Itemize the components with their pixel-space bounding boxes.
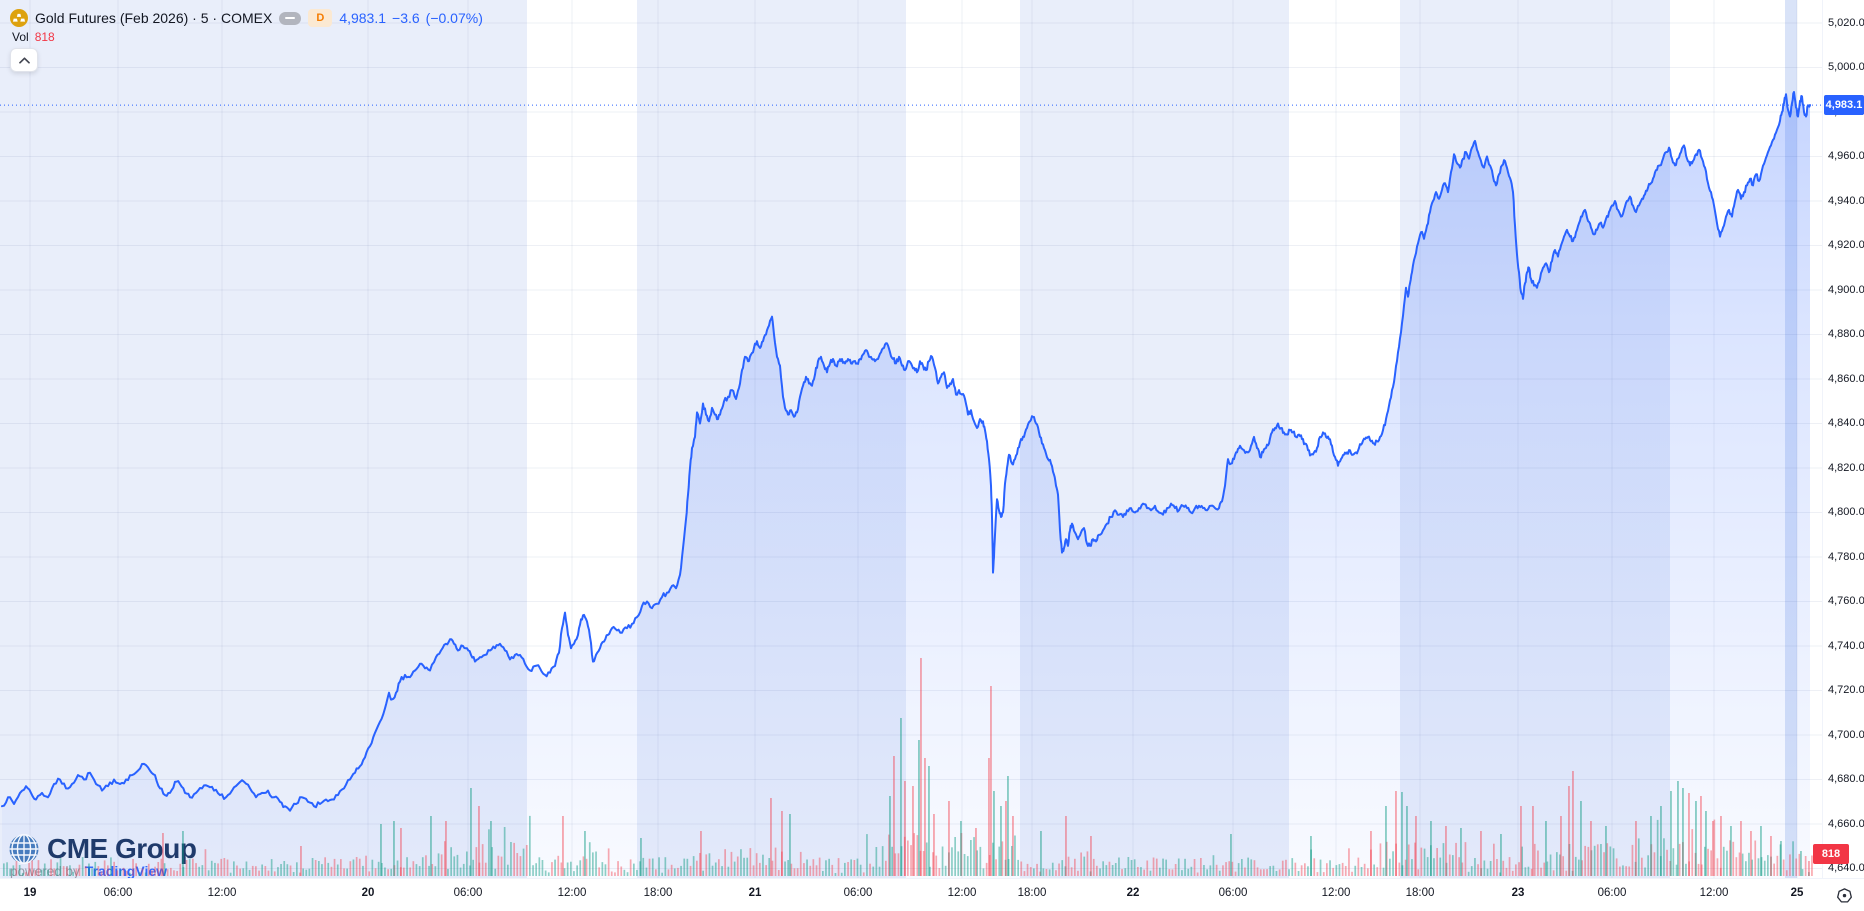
gold-ingots-icon [10,9,28,27]
price-axis-label: 4,820.0 [1828,461,1864,474]
last-price-badge: 4,983.1 [1824,95,1864,116]
price-axis-label: 4,860.0 [1828,372,1864,385]
price-axis-label: 4,740.0 [1828,639,1864,652]
last-price-value: 4,983.1 [339,10,387,26]
price-axis-label: 4,960.0 [1828,150,1864,162]
price-axis-label: 4,920.0 [1828,239,1864,251]
current-volume-badge: 818 [1813,844,1849,864]
price-line [1,91,1811,812]
time-axis-label: 06:00 [1597,887,1627,899]
time-axis-label: 21 [748,887,762,899]
volume-legend[interactable]: Vol 818 [12,30,55,44]
price-axis[interactable]: 5,020.05,000.04,980.04,960.04,940.04,920… [1813,0,1864,878]
price-readout: 4,983.1 −3.6 (−0.07%) [339,10,483,26]
price-axis-label: 4,660.0 [1828,817,1864,830]
time-axis-label: 23 [1511,887,1525,899]
change-percent: (−0.07%) [425,10,483,26]
time-axis-label: 18:00 [1017,887,1047,899]
price-axis-label: 5,020.0 [1828,16,1864,29]
price-axis-label: 4,760.0 [1828,595,1864,607]
chart-series-layer [0,91,1822,878]
time-axis-label: 20 [361,887,375,899]
time-axis-label: 12:00 [207,887,237,899]
time-axis-label: 12:00 [1321,887,1351,899]
price-axis-label: 4,720.0 [1828,684,1864,696]
time-axis-label: 06:00 [103,887,133,899]
price-axis-label: 4,840.0 [1828,417,1864,429]
time-axis-label: 12:00 [557,887,587,899]
price-axis-label: 4,780.0 [1828,550,1864,563]
market-status-icon[interactable] [279,11,302,25]
price-axis-label: 4,940.0 [1828,194,1864,207]
price-axis-label: 4,700.0 [1828,728,1864,741]
time-axis-label: 22 [1126,887,1140,899]
change-value: −3.6 [392,10,420,26]
symbol-title[interactable]: Gold Futures (Feb 2026) · 5 · COMEX [35,10,273,26]
price-axis-label: 4,880.0 [1828,328,1864,340]
volume-label: Vol [12,30,29,44]
time-axis-label: 06:00 [1218,887,1248,899]
symbol-legend[interactable]: Gold Futures (Feb 2026) · 5 · COMEX D 4,… [10,9,483,27]
time-axis-label: 06:00 [453,887,483,899]
price-axis-label: 5,000.0 [1828,61,1864,73]
time-axis-label: 06:00 [843,887,873,899]
volume-value: 818 [34,30,55,44]
price-axis-label: 4,680.0 [1828,773,1864,785]
time-axis-label: 19 [23,887,37,899]
quick-settings-icon[interactable] [1836,887,1853,904]
time-axis-label: 18:00 [1405,887,1435,899]
time-axis-label: 18:00 [643,887,673,899]
time-axis[interactable]: 19 06:00 12:00 20 06:00 12:00 18:00 21 06:00 12:0… [0,878,1864,911]
collapse-legend-button[interactable] [10,48,38,72]
chevron-up-icon [18,56,30,64]
time-axis-label: 25 [1790,887,1804,899]
price-axis-label: 4,900.0 [1828,283,1864,296]
area-fill [2,92,1810,878]
interval-badge[interactable]: D [308,9,333,27]
time-axis-label: 12:00 [1699,887,1729,899]
time-axis-label: 12:00 [947,887,977,899]
price-axis-label: 4,800.0 [1828,506,1864,518]
chart-plot-area[interactable]: CME Group powered by TradingView [0,0,1822,879]
price-axis-label: 4,640.0 [1828,862,1864,874]
volume-bars [3,658,1813,876]
